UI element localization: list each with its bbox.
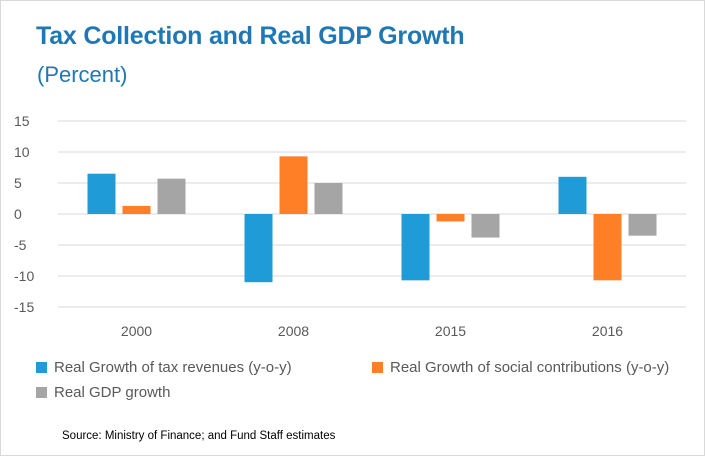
x-tick-label: 2008 (278, 323, 309, 339)
y-tick-label: 10 (14, 144, 30, 160)
chart-subtitle: (Percent) (37, 62, 128, 87)
x-tick-label: 2000 (121, 323, 152, 339)
bar-2008-series-1 (279, 156, 308, 214)
legend-item-tax-revenues: Real Growth of tax revenues (y-o-y) (36, 359, 292, 376)
bar-2000-series-2 (157, 178, 186, 214)
source-note: Source: Ministry of Finance; and Fund St… (62, 430, 336, 442)
x-tick-label: 2016 (592, 323, 623, 339)
legend-label: Real Growth of tax revenues (y-o-y) (54, 359, 292, 376)
legend-item-social-contributions: Real Growth of social contributions (y-o… (372, 359, 669, 376)
bar-2016-series-2 (628, 214, 657, 236)
y-tick-label: -15 (14, 299, 34, 315)
bar-2015-series-2 (471, 214, 500, 238)
bar-2008-series-2 (314, 183, 343, 214)
chart-title: Tax Collection and Real GDP Growth (36, 22, 465, 50)
legend-swatch (372, 362, 383, 373)
legend-item-real-gdp: Real GDP growth (36, 384, 170, 401)
y-tick-label: 15 (14, 113, 30, 129)
legend-swatch (36, 362, 47, 373)
bar-2015-series-0 (401, 214, 430, 281)
bar-2016-series-0 (558, 176, 587, 214)
legend-swatch (36, 387, 47, 398)
y-tick-label: 5 (14, 175, 22, 191)
x-tick-label: 2015 (435, 323, 466, 339)
bar-2008-series-0 (244, 214, 273, 283)
bar-2016-series-1 (593, 214, 622, 281)
y-tick-label: -5 (14, 237, 27, 253)
bar-2015-series-1 (436, 214, 465, 222)
y-tick-label: 0 (14, 206, 22, 222)
bar-2000-series-0 (87, 173, 116, 214)
legend-label: Real Growth of social contributions (y-o… (390, 359, 670, 376)
legend-label: Real GDP growth (54, 384, 171, 401)
y-tick-label: -10 (14, 268, 34, 284)
bar-2000-series-1 (122, 205, 151, 214)
